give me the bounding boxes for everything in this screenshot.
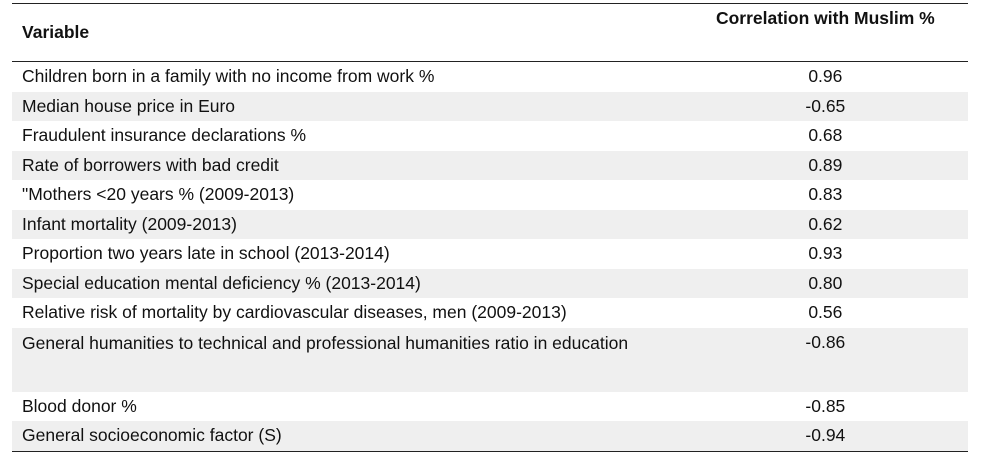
variable-cell: General socioeconomic factor (S) <box>22 425 282 445</box>
correlation-cell: -0.86 <box>805 331 846 352</box>
table-row: Relative risk of mortality by cardiovasc… <box>12 298 968 328</box>
table-row: Special education mental deficiency % (2… <box>12 268 968 298</box>
header-cell: Correlation with Muslim % <box>683 4 968 62</box>
table-header: Variable Correlation with Muslim % <box>12 3 968 62</box>
variable-cell: Special education mental deficiency % (2… <box>22 272 421 293</box>
table-row: Infant mortality (2009-2013) 0.62 <box>12 209 968 239</box>
correlation-cell: -0.85 <box>805 395 846 416</box>
table-row: "Mothers <20 years % (2009-2013) 0.83 <box>12 180 968 210</box>
table-row: Children born in a family with no income… <box>12 62 968 92</box>
correlation-cell: 0.80 <box>808 272 843 293</box>
header-row: Variable Correlation with Muslim % <box>12 3 968 62</box>
variable-cell: General humanities to technical and prof… <box>22 332 629 353</box>
variable-cell: Median house price in Euro <box>22 95 236 116</box>
table-row: Median house price in Euro -0.65 <box>12 91 968 121</box>
header-cell: Variable <box>22 22 90 42</box>
variable-cell: Proportion two years late in school (201… <box>22 243 390 263</box>
correlation-cell: 0.93 <box>808 243 843 263</box>
variable-cell: "Mothers <20 years % (2009-2013) <box>22 184 295 204</box>
variable-cell: Infant mortality (2009-2013) <box>22 213 237 234</box>
correlation-cell: 0.96 <box>808 66 843 86</box>
table-row: Proportion two years late in school (201… <box>12 239 968 269</box>
correlation-cell: 0.68 <box>808 125 843 145</box>
table-body: Children born in a family with no income… <box>12 62 968 451</box>
variable-cell: Children born in a family with no income… <box>22 66 435 86</box>
variable-cell: Fraudulent insurance declarations % <box>22 125 307 145</box>
correlation-cell: 0.83 <box>808 184 843 204</box>
correlation-table: Variable Correlation with Muslim % Child… <box>12 3 968 452</box>
variable-cell: Rate of borrowers with bad credit <box>22 154 279 175</box>
header-text: Correlation with Muslim % <box>715 8 935 28</box>
correlation-cell: 0.62 <box>808 213 843 234</box>
table-row: General humanities to technical and prof… <box>12 327 968 392</box>
correlation-cell: 0.56 <box>808 302 843 322</box>
correlation-cell: 0.89 <box>808 154 843 175</box>
table-row: Fraudulent insurance declarations % 0.68 <box>12 121 968 151</box>
table-row: Blood donor % -0.85 <box>12 392 968 422</box>
variable-cell: Relative risk of mortality by cardiovasc… <box>22 302 567 322</box>
correlation-cell: -0.94 <box>805 425 846 445</box>
table-row: Rate of borrowers with bad credit 0.89 <box>12 150 968 180</box>
correlation-cell: -0.65 <box>805 95 846 116</box>
variable-cell: Blood donor % <box>22 395 137 416</box>
table-row: General socioeconomic factor (S) -0.94 <box>12 421 968 451</box>
